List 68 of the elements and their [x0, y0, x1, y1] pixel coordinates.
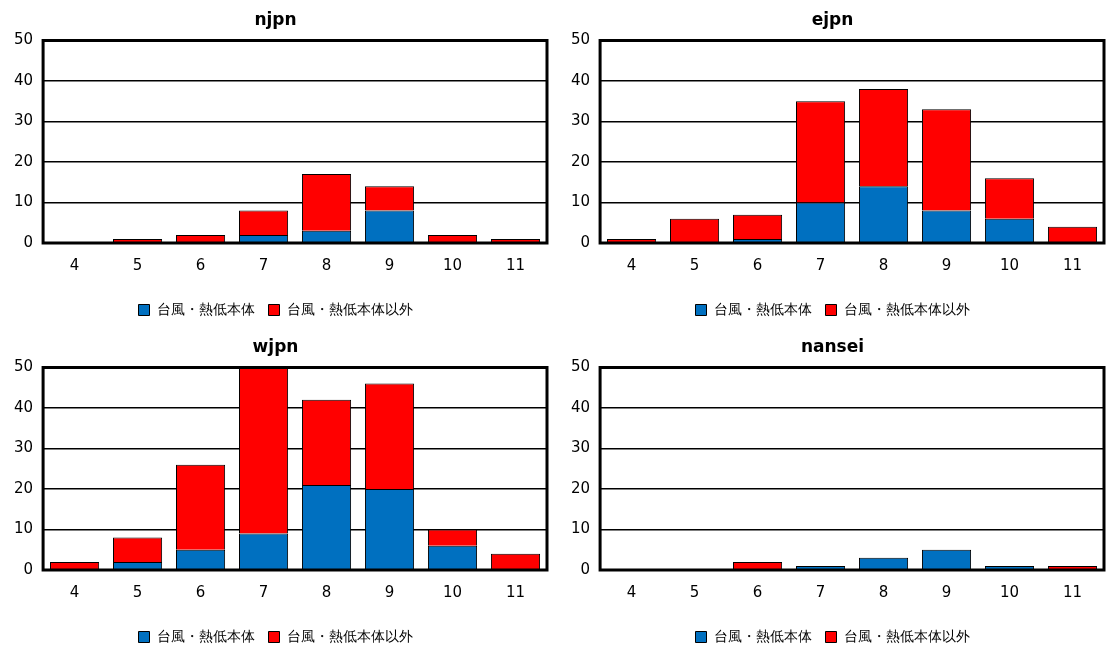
- x-tick-label: 11: [505, 255, 526, 274]
- x-tick-label: 4: [626, 255, 637, 274]
- x-tick-label: 4: [69, 255, 80, 274]
- chart-title: wjpn: [252, 335, 299, 356]
- y-tick-label: 10: [13, 519, 34, 538]
- x-tick-label: 11: [1062, 582, 1083, 601]
- x-tick-label: 6: [752, 582, 763, 601]
- y-tick-label: 0: [580, 559, 591, 578]
- x-tick-label: 9: [384, 255, 395, 274]
- chart-title: njpn: [254, 8, 297, 29]
- x-tick-label: 10: [999, 255, 1020, 274]
- legend-label: 台風・熱低本体: [713, 627, 812, 644]
- legend-label: 台風・熱低本体以外: [286, 627, 413, 644]
- y-tick-label: 40: [570, 70, 591, 89]
- x-tick-label: 11: [1062, 255, 1083, 274]
- y-tick-label: 20: [570, 478, 591, 497]
- x-tick-label: 8: [878, 582, 889, 601]
- x-tick-label: 11: [505, 582, 526, 601]
- x-tick-label: 7: [258, 255, 269, 274]
- y-tick-label: 20: [13, 478, 34, 497]
- y-tick-label: 10: [570, 519, 591, 538]
- x-tick-label: 8: [878, 255, 889, 274]
- y-tick-label: 50: [570, 357, 591, 376]
- y-tick-label: 40: [13, 70, 34, 89]
- y-tick-label: 0: [23, 559, 34, 578]
- y-tick-label: 0: [580, 232, 591, 251]
- x-tick-label: 5: [689, 255, 700, 274]
- legend-label: 台風・熱低本体以外: [843, 627, 970, 644]
- y-tick-label: 20: [570, 151, 591, 170]
- legend-label: 台風・熱低本体: [156, 627, 255, 644]
- x-tick-label: 9: [941, 582, 952, 601]
- x-tick-label: 5: [132, 255, 143, 274]
- legend-label: 台風・熱低本体: [713, 300, 812, 317]
- y-tick-label: 50: [570, 30, 591, 49]
- x-tick-label: 9: [941, 255, 952, 274]
- y-tick-label: 50: [13, 357, 34, 376]
- y-tick-label: 10: [13, 192, 34, 211]
- x-tick-label: 7: [815, 582, 826, 601]
- y-tick-label: 30: [570, 111, 591, 130]
- y-tick-label: 10: [570, 192, 591, 211]
- legend-label: 台風・熱低本体以外: [286, 300, 413, 317]
- chart-title: ejpn: [811, 8, 854, 29]
- x-tick-label: 6: [195, 582, 206, 601]
- x-tick-label: 5: [132, 582, 143, 601]
- x-tick-label: 9: [384, 582, 395, 601]
- y-tick-label: 20: [13, 151, 34, 170]
- legend-label: 台風・熱低本体: [156, 300, 255, 317]
- legend-label: 台風・熱低本体以外: [843, 300, 970, 317]
- x-tick-label: 10: [442, 582, 463, 601]
- y-tick-label: 40: [13, 397, 34, 416]
- y-tick-label: 30: [13, 111, 34, 130]
- x-tick-label: 4: [69, 582, 80, 601]
- x-tick-label: 10: [999, 582, 1020, 601]
- x-tick-label: 6: [752, 255, 763, 274]
- x-tick-label: 8: [321, 255, 332, 274]
- chart-title: nansei: [800, 335, 865, 356]
- x-tick-label: 6: [195, 255, 206, 274]
- x-tick-label: 10: [442, 255, 463, 274]
- y-tick-label: 0: [23, 232, 34, 251]
- y-tick-label: 40: [570, 397, 591, 416]
- x-tick-label: 8: [321, 582, 332, 601]
- y-tick-label: 50: [13, 30, 34, 49]
- x-tick-label: 4: [626, 582, 637, 601]
- x-tick-label: 5: [689, 582, 700, 601]
- y-tick-label: 30: [570, 438, 591, 457]
- x-tick-label: 7: [258, 582, 269, 601]
- y-tick-label: 30: [13, 438, 34, 457]
- x-tick-label: 7: [815, 255, 826, 274]
